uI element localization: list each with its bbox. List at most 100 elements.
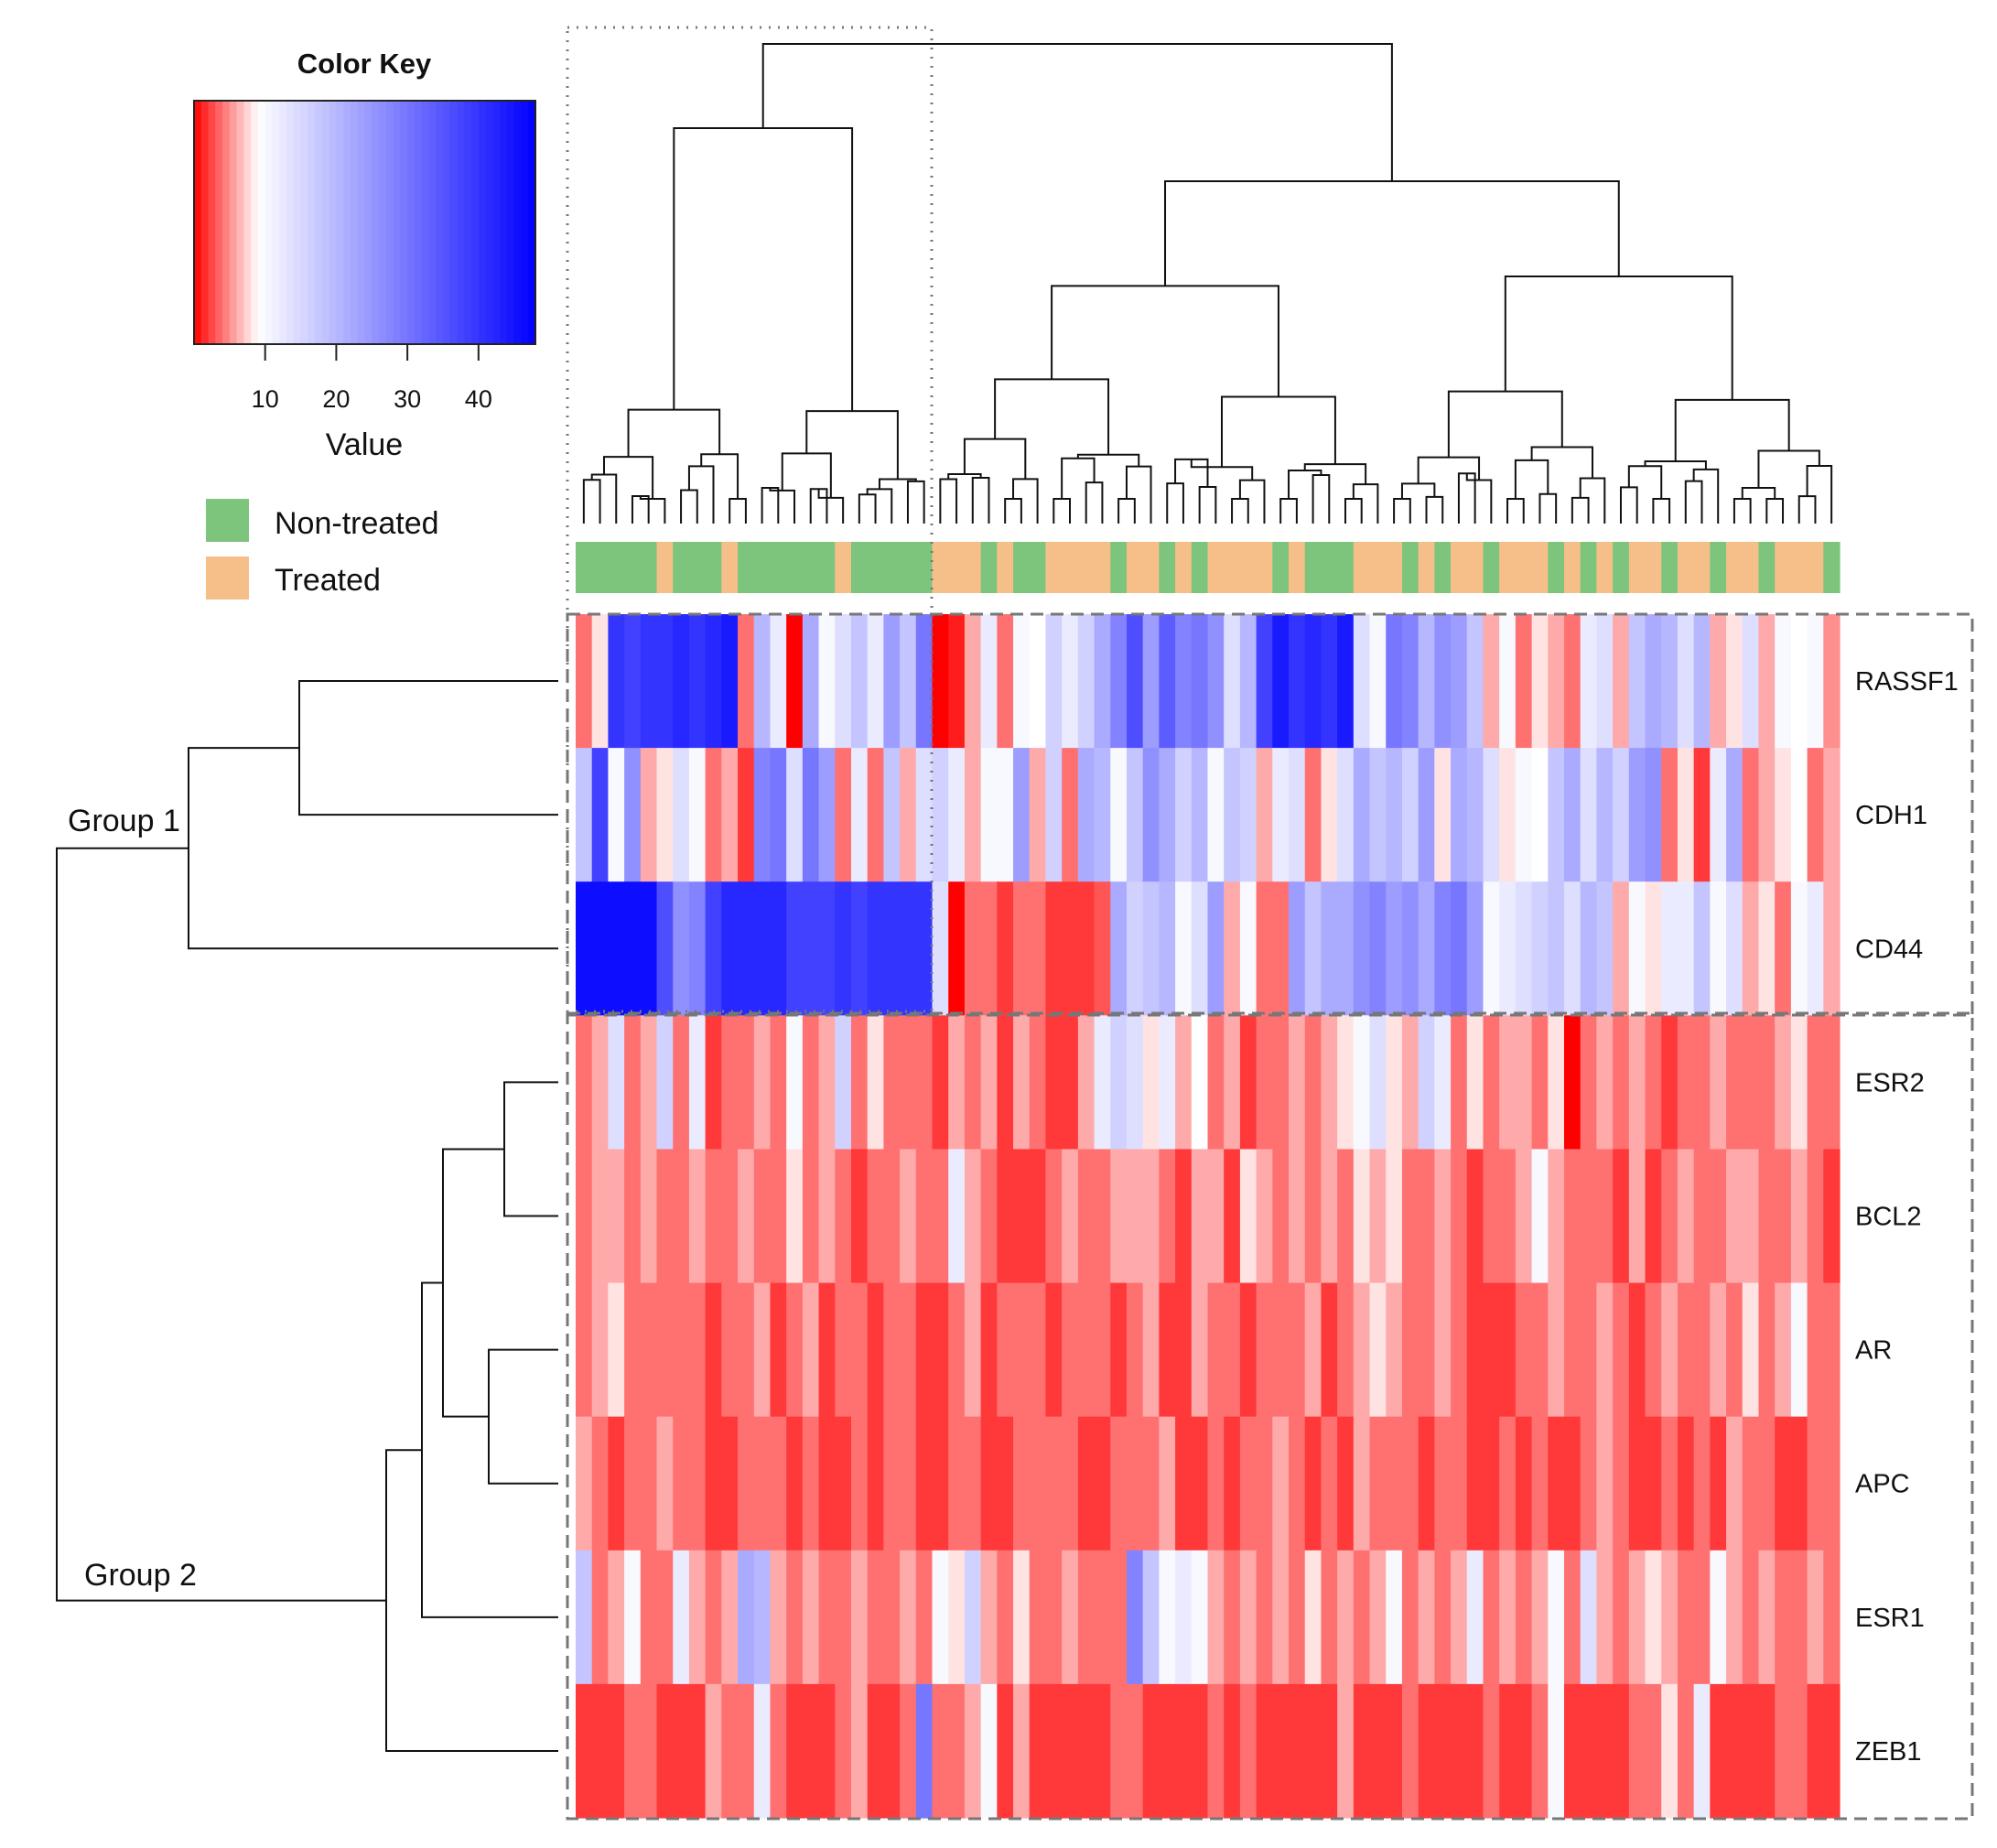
heatmap-cell [915, 1015, 934, 1151]
column-dendrogram-branch [971, 476, 990, 524]
heatmap-cell [576, 1416, 593, 1551]
color-key-step [222, 101, 231, 344]
row-dendrogram [56, 680, 558, 1752]
treatment-cell [932, 542, 949, 593]
heatmap-cell [1191, 1015, 1209, 1151]
heatmap-cell [608, 881, 625, 1016]
heatmap-cell [608, 1282, 625, 1418]
heatmap-cell [786, 748, 804, 882]
heatmap-cell [1499, 881, 1517, 1016]
row-dendrogram-branch [442, 1148, 504, 1418]
heatmap-cell [1677, 1015, 1695, 1151]
column-dendrogram-branch [817, 489, 845, 524]
heatmap-cell [1483, 1550, 1500, 1685]
heatmap-cell [1126, 1683, 1144, 1819]
heatmap-cell [1790, 748, 1808, 882]
heatmap-cell [1628, 1550, 1646, 1685]
heatmap-cell [883, 1149, 901, 1284]
heatmap-cell [1029, 1282, 1047, 1418]
heatmap-cell [1175, 614, 1193, 749]
heatmap-cell [1191, 1683, 1209, 1819]
heatmap-cell [673, 1416, 690, 1551]
heatmap-cell [705, 1149, 722, 1284]
heatmap-cell [900, 1015, 917, 1151]
heatmap-cell [1451, 1683, 1468, 1819]
heatmap-cell [591, 614, 610, 749]
column-dendrogram-branch [1530, 446, 1593, 479]
heatmap-cell [1126, 1550, 1144, 1685]
heatmap-cell [1548, 1683, 1565, 1819]
color-key-step [229, 101, 238, 344]
heatmap-cell [1596, 1015, 1614, 1151]
treatment-cell [738, 542, 755, 593]
heatmap-cell [1790, 1282, 1808, 1418]
group-2-box [566, 1011, 1974, 1821]
column-dendrogram-root [761, 43, 1393, 181]
heatmap-cell [1548, 1550, 1565, 1685]
heatmap-cell [1451, 881, 1468, 1016]
heatmap-cell [608, 1550, 625, 1685]
heatmap-cell [835, 1015, 852, 1151]
treatment-cell [753, 542, 772, 593]
heatmap-cell [1207, 1683, 1225, 1819]
heatmap-cell [688, 614, 707, 749]
column-dendrogram-branch [1125, 465, 1152, 524]
heatmap-cell [932, 1683, 949, 1819]
row-label: APC [1855, 1470, 1910, 1499]
heatmap-cell [1775, 1550, 1792, 1685]
treatment-cell [1483, 542, 1500, 593]
heatmap-cell [786, 1015, 804, 1151]
column-dendrogram-branch [729, 498, 747, 524]
heatmap-cell [1758, 1015, 1776, 1151]
heatmap-cell [802, 1149, 820, 1284]
treatment-cell [1693, 542, 1711, 593]
treatment-cell [673, 542, 690, 593]
heatmap-cell [1126, 1416, 1144, 1551]
heatmap-cell [1321, 1550, 1338, 1685]
heatmap-cell [640, 748, 658, 882]
heatmap-cell [688, 1149, 707, 1284]
treatment-cell [1045, 542, 1063, 593]
heatmap-cell [997, 614, 1014, 749]
heatmap-cell [1304, 1149, 1322, 1284]
color-key-step [251, 101, 259, 344]
heatmap-cell [1613, 748, 1630, 882]
heatmap-cell [1531, 1015, 1549, 1151]
column-dendrogram-branch [1012, 478, 1039, 524]
heatmap-cell [688, 1282, 707, 1418]
column-dendrogram-branch [906, 480, 925, 524]
heatmap-cell [1013, 1282, 1031, 1418]
heatmap-cell [1790, 1015, 1808, 1151]
treatment-cell [1159, 542, 1176, 593]
heatmap-cell [1401, 881, 1419, 1016]
heatmap-cell [1289, 1416, 1306, 1551]
heatmap-cell [705, 1550, 722, 1685]
heatmap-cell [1077, 1683, 1096, 1819]
heatmap-cell [1807, 1550, 1824, 1685]
heatmap-cell [1386, 1015, 1403, 1151]
color-key-step [279, 101, 287, 344]
heatmap-cell [835, 1416, 852, 1551]
heatmap-cell [980, 614, 998, 749]
heatmap-cell [964, 1282, 982, 1418]
heatmap-cell [786, 614, 804, 749]
heatmap-cell [770, 1683, 787, 1819]
heatmap-cell [1580, 1550, 1598, 1685]
heatmap-cell [1451, 614, 1468, 749]
column-dendrogram-branch [939, 478, 958, 524]
color-key-step [521, 101, 529, 344]
heatmap-cell [576, 1282, 593, 1418]
heatmap-cell [1823, 748, 1840, 882]
treatment-cell [1401, 542, 1419, 593]
heatmap-cell [1483, 1416, 1500, 1551]
heatmap-cell [1256, 748, 1273, 882]
heatmap-cell [802, 1550, 820, 1685]
heatmap-cell [850, 614, 869, 749]
treatment-cell [1126, 542, 1144, 593]
heatmap-cell [1515, 614, 1533, 749]
color-key-step [393, 101, 401, 344]
heatmap-cell [1790, 614, 1808, 749]
heatmap-cell [1548, 748, 1565, 882]
heatmap-cell [1321, 1149, 1338, 1284]
column-dendrogram-branch [1164, 180, 1620, 286]
